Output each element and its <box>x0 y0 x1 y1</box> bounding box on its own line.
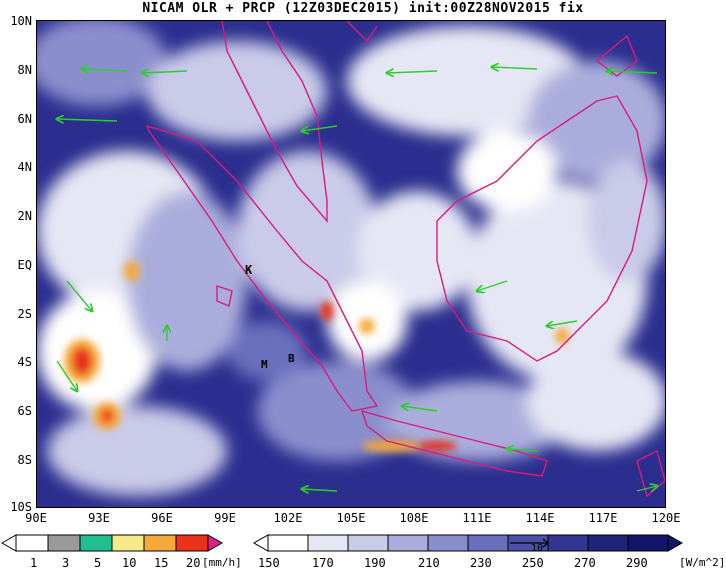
place-label-b: B <box>288 352 295 365</box>
olr-tick-210: 210 <box>418 556 440 570</box>
olr-tick-270: 270 <box>574 556 596 570</box>
olr-tick-250: 250 <box>522 556 544 570</box>
lat-label-8s: 8S <box>17 453 32 467</box>
lon-label-93e: 93E <box>88 511 110 525</box>
olr-precip-map: K M B <box>36 20 666 508</box>
olr-tick-150: 150 <box>258 556 280 570</box>
lon-label-105e: 105E <box>336 511 366 525</box>
lat-label-4n: 4N <box>17 160 32 174</box>
place-label-k: K <box>245 263 253 277</box>
lat-label-2s: 2S <box>17 307 32 321</box>
olr-cloud-field <box>37 21 665 496</box>
prcp-tick-5: 5 <box>94 556 102 570</box>
lon-label-117e: 117E <box>588 511 618 525</box>
prcp-unit-label: [mm/h] <box>202 556 242 569</box>
olr-colorbar <box>252 534 684 552</box>
lon-label-108e: 108E <box>399 511 429 525</box>
lat-label-2n: 2N <box>17 209 32 223</box>
olr-tick-230: 230 <box>470 556 492 570</box>
map-title: NICAM OLR + PRCP (12Z03DEC2015) init:00Z… <box>142 1 584 16</box>
colorbars <box>0 534 684 552</box>
precip-field <box>64 261 569 452</box>
prcp-tick-15: 15 <box>154 556 169 570</box>
olr-tick-190: 190 <box>364 556 386 570</box>
olr-tick-290: 290 <box>626 556 648 570</box>
island-coast-c <box>636 449 665 498</box>
lon-label-99e: 99E <box>214 511 236 525</box>
prcp-tick-3: 3 <box>62 556 70 570</box>
prcp-colorbar <box>0 534 224 552</box>
lat-label-4s: 4S <box>17 355 32 369</box>
lat-label-8n: 8N <box>17 63 32 77</box>
coastlines <box>145 21 665 498</box>
wind-vectors <box>57 67 657 491</box>
lat-label-6n: 6N <box>17 112 32 126</box>
lon-label-111e: 111E <box>462 511 492 525</box>
malay-peninsula-coast <box>221 21 328 223</box>
lat-label-10s: 10S <box>10 500 32 514</box>
prcp-tick-1: 1 <box>30 556 38 570</box>
prcp-tick-10: 10 <box>122 556 137 570</box>
lat-label-eq: EQ <box>17 258 32 272</box>
place-label-m: M <box>261 358 268 371</box>
island-coast-b <box>346 21 378 43</box>
java-coast <box>360 409 548 477</box>
lat-label-10n: 10N <box>10 14 32 28</box>
lat-label-6s: 6S <box>17 404 32 418</box>
island-coast-d <box>216 285 233 307</box>
lon-label-120e: 120E <box>651 511 681 525</box>
borneo-coast <box>436 95 648 362</box>
olr-tick-170: 170 <box>312 556 334 570</box>
olr-unit-label: [W/m^2] <box>679 556 726 569</box>
sumatra-coast <box>145 124 379 412</box>
lon-label-90e: 90E <box>25 511 47 525</box>
vector-ref-label: 10 <box>531 543 544 554</box>
lon-label-102e: 102E <box>273 511 303 525</box>
lon-label-96e: 96E <box>151 511 173 525</box>
lon-label-114e: 114E <box>525 511 555 525</box>
prcp-tick-20: 20 <box>186 556 201 570</box>
